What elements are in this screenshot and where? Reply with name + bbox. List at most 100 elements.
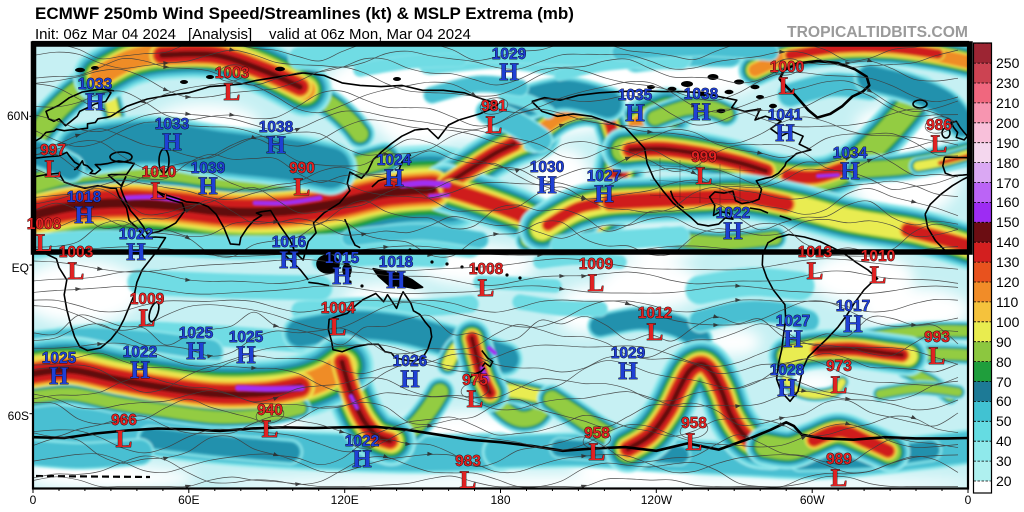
svg-text:1026: 1026 bbox=[393, 353, 428, 370]
svg-text:ECMWF 250mb Wind Speed/Streaml: ECMWF 250mb Wind Speed/Streamlines (kt) … bbox=[35, 4, 574, 23]
svg-text:50: 50 bbox=[996, 413, 1012, 429]
svg-text:940: 940 bbox=[257, 402, 283, 419]
svg-text:230: 230 bbox=[996, 75, 1020, 91]
svg-text:90: 90 bbox=[996, 334, 1012, 350]
svg-text:60W: 60W bbox=[800, 493, 825, 507]
svg-text:0: 0 bbox=[30, 493, 37, 507]
svg-text:1003: 1003 bbox=[59, 244, 94, 261]
svg-text:H: H bbox=[198, 173, 218, 200]
svg-text:1009: 1009 bbox=[130, 291, 165, 308]
svg-text:L: L bbox=[486, 112, 503, 139]
svg-text:1025: 1025 bbox=[42, 350, 77, 367]
svg-text:H: H bbox=[840, 158, 860, 185]
svg-text:1022: 1022 bbox=[119, 226, 153, 243]
svg-text:1033: 1033 bbox=[78, 76, 113, 93]
svg-text:H: H bbox=[386, 267, 406, 294]
svg-text:1010: 1010 bbox=[142, 164, 176, 181]
svg-text:H: H bbox=[775, 120, 795, 147]
svg-text:1027: 1027 bbox=[587, 168, 621, 185]
svg-text:H: H bbox=[162, 129, 182, 156]
svg-text:958: 958 bbox=[584, 425, 610, 442]
svg-text:993: 993 bbox=[924, 329, 950, 346]
svg-text:100: 100 bbox=[996, 314, 1020, 330]
svg-text:1025: 1025 bbox=[229, 329, 264, 346]
svg-text:973: 973 bbox=[826, 358, 852, 375]
svg-text:180: 180 bbox=[996, 155, 1020, 171]
svg-text:H: H bbox=[843, 311, 863, 338]
svg-text:1028: 1028 bbox=[770, 362, 805, 379]
svg-text:1038: 1038 bbox=[259, 119, 294, 136]
svg-text:170: 170 bbox=[996, 175, 1020, 191]
svg-text:1024: 1024 bbox=[377, 152, 412, 169]
svg-text:40: 40 bbox=[996, 433, 1012, 449]
svg-text:H: H bbox=[279, 247, 299, 274]
svg-text:990: 990 bbox=[289, 160, 315, 177]
svg-text:120E: 120E bbox=[331, 493, 359, 507]
svg-text:H: H bbox=[618, 358, 638, 385]
svg-text:1016: 1016 bbox=[272, 234, 307, 251]
svg-text:1008: 1008 bbox=[27, 216, 62, 233]
svg-text:L: L bbox=[870, 262, 887, 289]
svg-text:60S: 60S bbox=[8, 409, 29, 423]
svg-text:L: L bbox=[779, 73, 796, 100]
svg-text:1029: 1029 bbox=[611, 345, 646, 362]
svg-text:L: L bbox=[807, 258, 824, 285]
svg-text:1027: 1027 bbox=[776, 313, 810, 330]
svg-text:H: H bbox=[126, 239, 146, 266]
svg-text:120W: 120W bbox=[641, 493, 673, 507]
svg-text:1022: 1022 bbox=[345, 433, 379, 450]
svg-text:60: 60 bbox=[996, 393, 1012, 409]
svg-text:1022: 1022 bbox=[716, 205, 750, 222]
svg-text:H: H bbox=[352, 446, 372, 473]
svg-text:L: L bbox=[45, 156, 62, 183]
svg-text:1018: 1018 bbox=[67, 189, 102, 206]
svg-text:1013: 1013 bbox=[798, 244, 833, 261]
svg-text:30: 30 bbox=[996, 453, 1012, 469]
svg-text:TROPICALTIDBITS.COM: TROPICALTIDBITS.COM bbox=[787, 24, 968, 41]
svg-text:H: H bbox=[384, 165, 404, 192]
svg-text:L: L bbox=[116, 426, 133, 453]
svg-text:160: 160 bbox=[996, 194, 1020, 210]
svg-text:H: H bbox=[594, 181, 614, 208]
svg-text:H: H bbox=[332, 263, 352, 290]
svg-text:H: H bbox=[777, 375, 797, 402]
svg-text:1010: 1010 bbox=[861, 248, 895, 265]
svg-text:975: 975 bbox=[462, 372, 488, 389]
svg-text:valid at 06z Mon, Mar 04 2024: valid at 06z Mon, Mar 04 2024 bbox=[269, 26, 471, 43]
svg-text:981: 981 bbox=[481, 98, 507, 115]
svg-text:H: H bbox=[723, 218, 743, 245]
svg-text:1009: 1009 bbox=[579, 256, 614, 273]
svg-text:H: H bbox=[625, 100, 645, 127]
svg-text:L: L bbox=[224, 79, 241, 106]
svg-text:L: L bbox=[696, 163, 713, 190]
svg-text:80: 80 bbox=[996, 354, 1012, 370]
svg-text:210: 210 bbox=[996, 95, 1020, 111]
svg-text:1000: 1000 bbox=[770, 59, 804, 76]
svg-text:L: L bbox=[139, 305, 156, 332]
svg-text:L: L bbox=[589, 439, 606, 466]
svg-text:H: H bbox=[236, 342, 256, 369]
svg-text:L: L bbox=[929, 343, 946, 370]
svg-text:L: L bbox=[467, 386, 484, 413]
svg-text:L: L bbox=[686, 429, 703, 456]
svg-text:L: L bbox=[330, 314, 347, 341]
svg-text:958: 958 bbox=[681, 415, 707, 432]
svg-text:200: 200 bbox=[996, 115, 1020, 131]
svg-text:180: 180 bbox=[490, 493, 510, 507]
svg-text:70: 70 bbox=[996, 374, 1012, 390]
svg-text:L: L bbox=[151, 178, 168, 205]
svg-text:H: H bbox=[783, 326, 803, 353]
svg-text:L: L bbox=[588, 270, 605, 297]
svg-text:999: 999 bbox=[691, 149, 717, 166]
svg-text:1008: 1008 bbox=[469, 261, 504, 278]
svg-text:L: L bbox=[262, 416, 279, 443]
svg-text:140: 140 bbox=[996, 234, 1020, 250]
svg-text:1018: 1018 bbox=[379, 254, 414, 271]
svg-text:190: 190 bbox=[996, 135, 1020, 151]
svg-text:1034: 1034 bbox=[833, 145, 868, 162]
svg-text:L: L bbox=[647, 319, 664, 346]
svg-text:1003: 1003 bbox=[215, 65, 250, 82]
svg-text:20: 20 bbox=[996, 473, 1012, 489]
svg-text:1025: 1025 bbox=[179, 325, 214, 342]
svg-text:966: 966 bbox=[111, 412, 137, 429]
